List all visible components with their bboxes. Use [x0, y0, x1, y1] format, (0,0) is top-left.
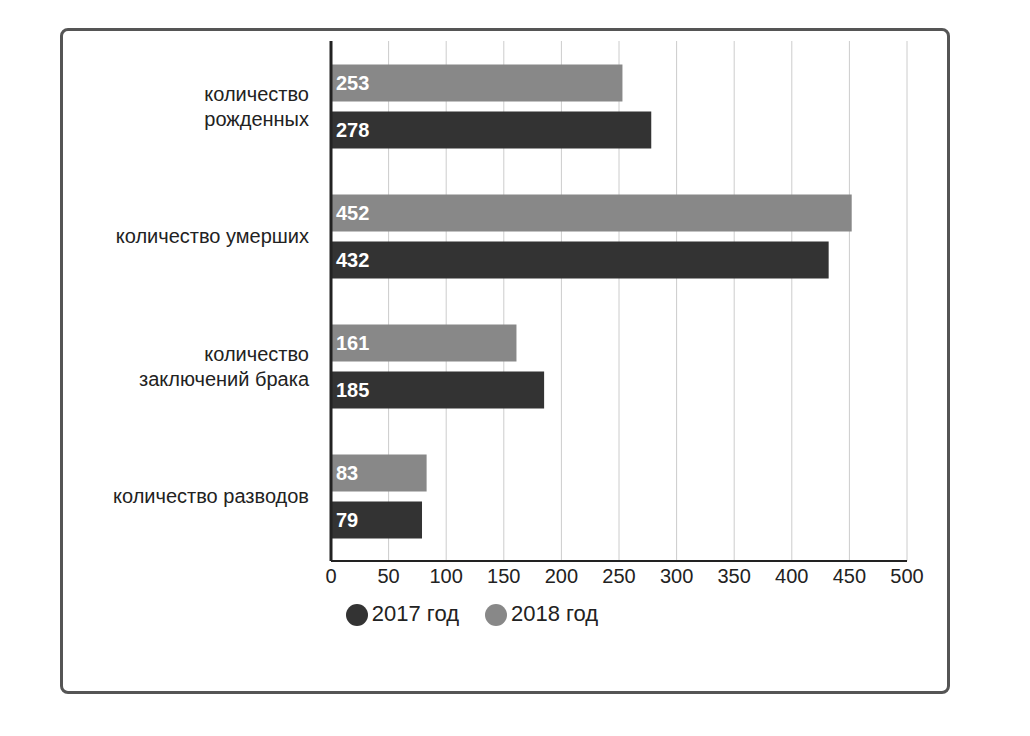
svg-text:500: 500 — [890, 565, 923, 587]
svg-text:количествозаключений брака: количествозаключений брака — [139, 343, 310, 390]
svg-text:452: 452 — [336, 202, 369, 224]
svg-text:185: 185 — [336, 379, 369, 401]
svg-text:количество умерших: количество умерших — [116, 225, 309, 247]
svg-text:50: 50 — [377, 565, 399, 587]
svg-text:0: 0 — [325, 565, 336, 587]
svg-text:432: 432 — [336, 249, 369, 271]
svg-text:100: 100 — [430, 565, 463, 587]
svg-text:253: 253 — [336, 72, 369, 94]
html-text:2018 год: 2018 год — [511, 601, 599, 626]
svg-text:278: 278 — [336, 119, 369, 141]
svg-text:количестворожденных: количестворожденных — [204, 83, 309, 130]
svg-text:79: 79 — [336, 509, 358, 531]
svg-text:83: 83 — [336, 462, 358, 484]
svg-text:350: 350 — [718, 565, 751, 587]
svg-text:450: 450 — [833, 565, 866, 587]
svg-text:250: 250 — [602, 565, 635, 587]
html-text:2017 год: 2017 год — [371, 601, 459, 626]
svg-text:300: 300 — [660, 565, 693, 587]
svg-text:400: 400 — [775, 565, 808, 587]
svg-text:150: 150 — [487, 565, 520, 587]
svg-text:200: 200 — [545, 565, 578, 587]
svg-text:161: 161 — [336, 332, 369, 354]
svg-text:количество разводов: количество разводов — [113, 485, 309, 507]
